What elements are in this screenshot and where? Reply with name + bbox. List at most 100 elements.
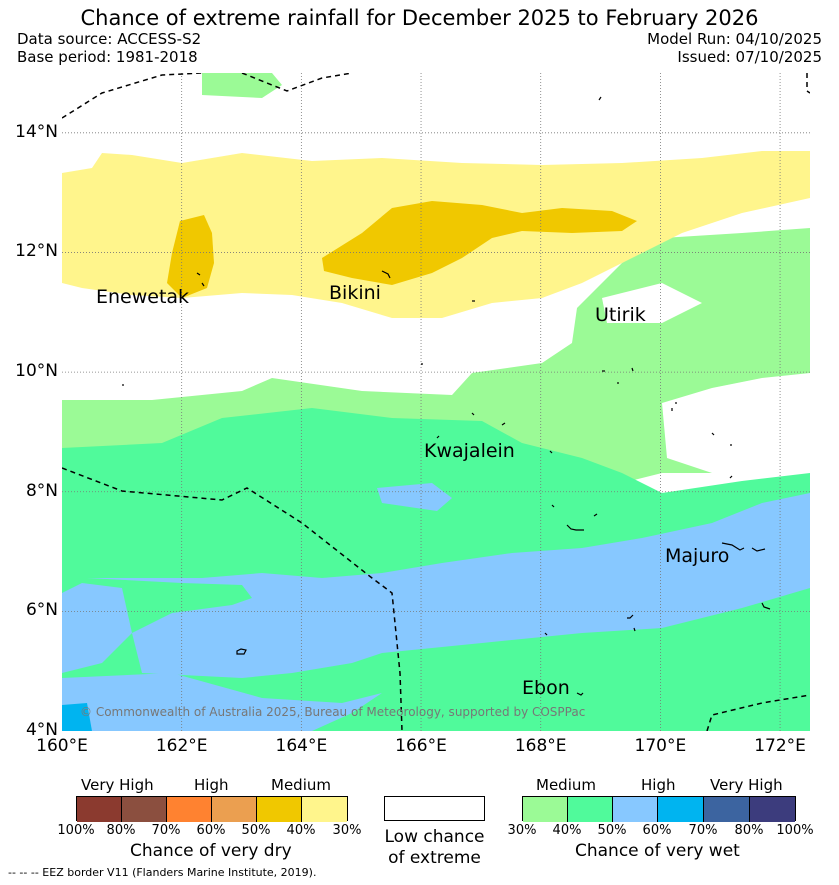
legend-wet-medium: Medium xyxy=(536,776,596,794)
island-outline xyxy=(196,272,201,276)
legend-percent-tick: 40% xyxy=(552,823,582,838)
legend-dry-swatch xyxy=(167,797,212,822)
legend-percent-tick: 60% xyxy=(642,823,672,838)
legend-percent-tick: 60% xyxy=(196,823,226,838)
map-title: Chance of extreme rainfall for December … xyxy=(80,6,759,30)
longitude-tick-label: 162°E xyxy=(155,736,208,756)
latitude-tick-label: 10°N xyxy=(15,361,58,382)
legend-percent-tick: 80% xyxy=(106,823,136,838)
island-outline xyxy=(576,692,584,696)
legend-wet-title: Chance of very wet xyxy=(575,841,740,861)
legend-wet-swatch xyxy=(523,797,568,822)
legend-dry-swatch xyxy=(212,797,257,822)
islands xyxy=(122,96,771,696)
island-outline xyxy=(761,602,771,610)
latitude-tick-label: 6°N xyxy=(25,600,58,621)
place-utirik: Utirik xyxy=(595,304,646,326)
legend-wet-swatch xyxy=(568,797,613,822)
place-bikini: Bikini xyxy=(329,282,381,304)
region-high-wet xyxy=(87,493,810,678)
island-outline xyxy=(729,475,733,479)
legend-dry-title: Chance of very dry xyxy=(130,841,292,861)
longitude-tick-label: 164°E xyxy=(275,736,328,756)
legend-dry-swatch xyxy=(77,797,122,822)
region-high-wet-2 xyxy=(62,583,132,673)
legend-percent-tick: 80% xyxy=(734,823,764,838)
base-period: Base period: 1981-2018 xyxy=(17,48,198,66)
rainfall-map xyxy=(62,73,810,731)
island-outline xyxy=(711,432,715,436)
model-run: Model Run: 04/10/2025 xyxy=(647,30,822,48)
island-outline xyxy=(598,96,602,101)
issued-date: Issued: 07/10/2025 xyxy=(677,48,822,66)
legend-wet-swatch xyxy=(658,797,704,822)
place-enewetak: Enewetak xyxy=(96,286,190,308)
legend-dry-swatch xyxy=(257,797,302,822)
island-outline xyxy=(544,632,548,636)
island-outline xyxy=(236,648,247,655)
legend-dry-high: High xyxy=(194,776,229,794)
island-outline xyxy=(751,547,766,552)
legend-percent-tick: 70% xyxy=(151,823,181,838)
region-medium-dry-strong-2 xyxy=(322,201,637,285)
eez-border-line xyxy=(62,467,403,731)
data-source: Data source: ACCESS-S2 xyxy=(17,30,202,48)
island-outline xyxy=(721,542,745,551)
legend-dry-medium: Medium xyxy=(271,776,331,794)
latitude-tick-label: 8°N xyxy=(25,480,58,501)
island-outline xyxy=(381,270,391,279)
legend-percent-tick: 100% xyxy=(57,823,95,838)
eez-border-line xyxy=(806,73,810,94)
legend-percent-tick: 50% xyxy=(241,823,271,838)
eez-border-line xyxy=(62,73,203,119)
eez-borders xyxy=(62,73,810,731)
legend-wet-swatch xyxy=(613,797,658,822)
island-outline xyxy=(471,412,475,416)
island-outline xyxy=(627,614,634,619)
legend-wet-colorbar xyxy=(522,796,796,822)
legend-percent-tick: 40% xyxy=(286,823,316,838)
latitude-tick-label: 14°N xyxy=(15,121,58,142)
legend-percent-tick: 100% xyxy=(776,823,814,838)
island-outline xyxy=(549,450,553,454)
place-kwajalein: Kwajalein xyxy=(424,440,515,462)
legend-percent-tick: 30% xyxy=(507,823,537,838)
island-outline xyxy=(436,435,440,439)
eez-border-line xyxy=(706,694,810,731)
place-ebon: Ebon xyxy=(522,677,570,699)
island-outline xyxy=(201,282,205,287)
eez-border-line xyxy=(241,73,353,92)
island-outline xyxy=(633,627,636,632)
place-majuro: Majuro xyxy=(665,545,730,567)
longitude-tick-label: 166°E xyxy=(395,736,447,756)
island-outline xyxy=(631,367,634,372)
legend-wet-swatch xyxy=(750,797,795,822)
legend-wet-swatch xyxy=(704,797,750,822)
legend-low-line2: of extreme xyxy=(388,848,481,868)
region-low-chance-east xyxy=(662,373,810,473)
region-low-chance-islands xyxy=(602,283,702,323)
legend-wet-high: High xyxy=(641,776,676,794)
legend-dry-swatch xyxy=(122,797,167,822)
island-outline xyxy=(551,504,555,508)
region-medium-dry-strong xyxy=(167,215,214,298)
latitude-tick-label: 4°N xyxy=(25,720,58,740)
legend-dry-very-high: Very High xyxy=(81,776,154,794)
island-outline xyxy=(501,422,506,426)
legend-dry-colorbar xyxy=(76,796,348,822)
legend-low-swatch xyxy=(384,796,485,821)
latitude-tick-label: 12°N xyxy=(15,241,58,262)
legend-percent-tick: 50% xyxy=(597,823,627,838)
longitude-tick-label: 160°E xyxy=(36,736,88,756)
region-high-wet-strong xyxy=(62,703,92,731)
legend-low-line1: Low chance xyxy=(384,827,485,847)
longitude-tick-label: 168°E xyxy=(514,736,567,756)
legend-percent-tick: 70% xyxy=(688,823,718,838)
eez-note: -- -- -- EEZ border V11 (Flanders Marine… xyxy=(8,866,317,879)
region-medium-wet-top xyxy=(202,73,282,98)
island-outline xyxy=(566,524,584,531)
longitude-tick-label: 172°E xyxy=(754,736,806,756)
region-high-wet-patch xyxy=(377,483,452,511)
legend-percent-tick: 30% xyxy=(332,823,362,838)
longitude-tick-label: 170°E xyxy=(634,736,687,756)
